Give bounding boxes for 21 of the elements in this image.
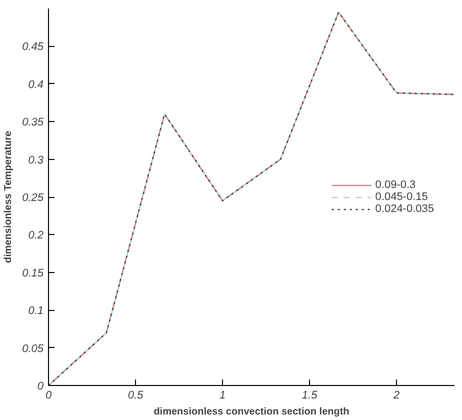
y-tick-label: 0.2 — [28, 230, 44, 242]
x-axis-title: dimensionless convection section length — [154, 406, 350, 418]
legend-label: 0.024-0.035 — [375, 202, 434, 214]
x-tick-label: 0.5 — [128, 390, 144, 402]
x-tick-label: 0 — [45, 390, 52, 402]
y-tick-label: 0.05 — [22, 342, 44, 355]
legend-label: 0.09-0.3 — [375, 178, 416, 190]
y-tick-label: 0 — [37, 380, 44, 392]
x-tick-label: 1 — [219, 390, 226, 402]
y-tick-label: 0.45 — [22, 41, 44, 54]
y-tick-label: 0.4 — [28, 78, 44, 91]
y-tick-label: 0.3 — [28, 154, 44, 166]
line-series — [48, 12, 454, 386]
x-tick-label: 2 — [392, 390, 400, 402]
y-tick-label: 0.25 — [22, 192, 44, 204]
y-tick-label: 0.15 — [22, 267, 44, 280]
y-tick-label: 0.1 — [28, 305, 44, 318]
x-tick-label: 1.5 — [302, 390, 318, 402]
y-tick-label: 0.35 — [22, 116, 44, 129]
legend-label: 0.045-0.15 — [375, 190, 428, 202]
y-axis-title: dimensionless Temperature — [3, 130, 14, 264]
